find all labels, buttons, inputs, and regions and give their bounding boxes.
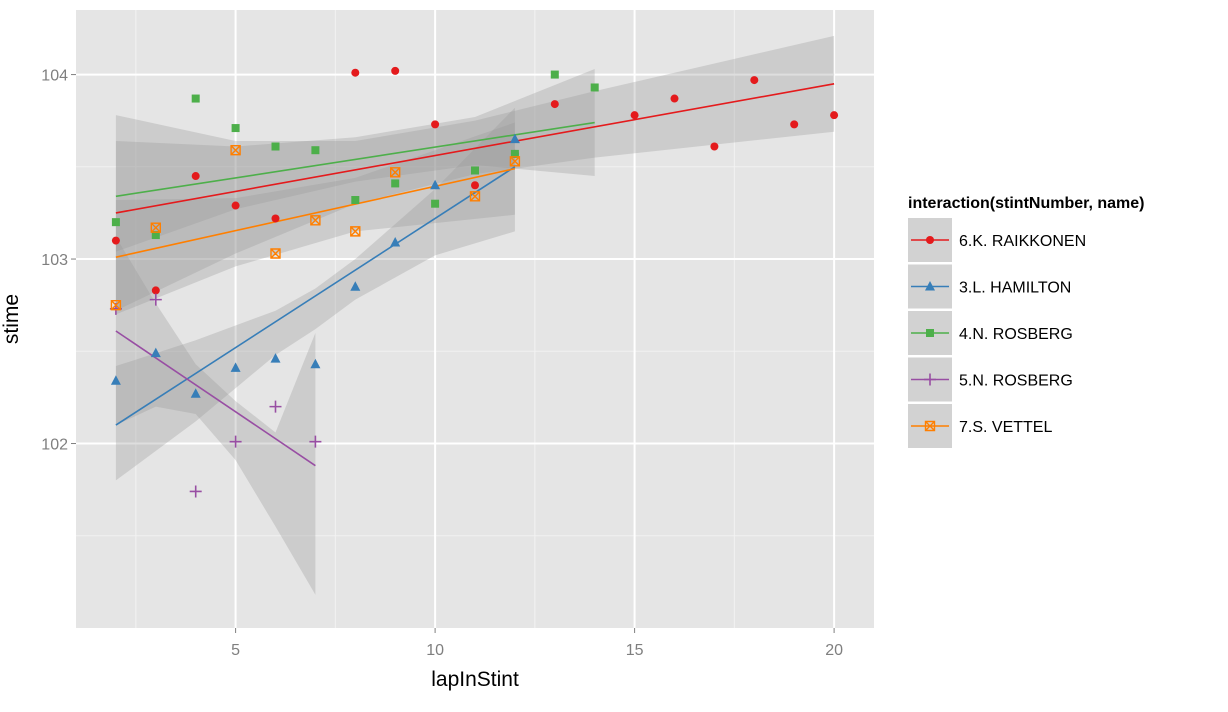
data-point bbox=[150, 347, 161, 358]
y-tick-label: 102 bbox=[41, 437, 68, 454]
data-point bbox=[630, 111, 639, 120]
data-point bbox=[590, 83, 599, 92]
legend-item: 3.L. HAMILTON bbox=[908, 264, 1071, 309]
x-tick-label: 20 bbox=[825, 642, 843, 659]
y-tick-label: 103 bbox=[41, 252, 68, 269]
data-point bbox=[431, 120, 440, 129]
plot-panel bbox=[76, 10, 874, 628]
data-point bbox=[151, 286, 160, 295]
data-point bbox=[351, 196, 360, 205]
legend-items: 6.K. RAIKKONEN 3.L. HAMILTON 4.N. ROSBERG 5… bbox=[908, 218, 1086, 448]
data-point bbox=[190, 388, 201, 398]
legend-title: interaction(stintNumber, name) bbox=[908, 195, 1144, 212]
data-point bbox=[351, 68, 360, 77]
data-point bbox=[310, 358, 321, 369]
data-point bbox=[270, 353, 281, 363]
data-point bbox=[229, 435, 242, 448]
data-point bbox=[469, 191, 481, 202]
legend-key-marker bbox=[924, 373, 936, 386]
data-point bbox=[390, 236, 401, 247]
data-point bbox=[151, 231, 160, 240]
data-point bbox=[391, 66, 400, 75]
x-axis-ticks: 5 10 15 20 bbox=[231, 628, 843, 659]
data-point bbox=[510, 149, 519, 158]
data-point bbox=[191, 94, 200, 103]
fit-lines bbox=[115, 83, 835, 467]
fit-line bbox=[115, 166, 516, 426]
data-point bbox=[509, 133, 520, 144]
fit-line bbox=[115, 83, 835, 214]
legend-label: 3.L. HAMILTON bbox=[959, 280, 1071, 297]
data-point bbox=[111, 236, 120, 245]
data-point bbox=[310, 215, 321, 226]
confidence-band bbox=[115, 122, 515, 315]
data-point bbox=[790, 120, 799, 129]
data-point bbox=[269, 400, 282, 413]
minor-gridlines bbox=[76, 10, 874, 628]
data-point bbox=[271, 214, 280, 223]
y-axis-ticks: 102 103 104 bbox=[41, 68, 76, 454]
legend-key-marker bbox=[924, 420, 936, 432]
legend: interaction(stintNumber, name) 6.K. RAIK… bbox=[908, 195, 1144, 448]
legend-label: 7.S. VETTEL bbox=[959, 419, 1052, 436]
data-point bbox=[471, 166, 479, 175]
data-point bbox=[270, 248, 281, 259]
data-point bbox=[111, 218, 120, 227]
data-point bbox=[710, 142, 719, 151]
data-point bbox=[471, 181, 479, 190]
x-axis-title: lapInStint bbox=[431, 668, 519, 691]
data-point bbox=[309, 435, 322, 448]
x-tick-label: 5 bbox=[231, 642, 240, 659]
x-tick-label: 15 bbox=[626, 642, 644, 659]
data-point bbox=[550, 70, 559, 79]
data-point bbox=[231, 124, 240, 133]
data-point bbox=[431, 199, 440, 208]
legend-label: 4.N. ROSBERG bbox=[959, 326, 1073, 343]
data-point bbox=[191, 172, 200, 181]
legend-label: 6.K. RAIKKONEN bbox=[959, 233, 1086, 250]
legend-key-marker bbox=[926, 329, 934, 337]
data-point bbox=[150, 222, 161, 233]
data-point bbox=[231, 201, 240, 210]
data-point bbox=[550, 100, 559, 109]
legend-item: 6.K. RAIKKONEN bbox=[908, 218, 1086, 262]
data-point bbox=[149, 293, 162, 306]
confidence-band bbox=[115, 236, 316, 595]
data-point bbox=[391, 179, 400, 188]
data-point bbox=[750, 76, 759, 85]
legend-key-marker bbox=[926, 236, 934, 244]
data-point bbox=[509, 156, 521, 167]
data-point bbox=[189, 485, 202, 498]
data-point bbox=[230, 145, 241, 156]
data-point bbox=[830, 111, 839, 120]
legend-item: 4.N. ROSBERG bbox=[908, 311, 1073, 355]
data-points bbox=[109, 66, 839, 498]
fit-line bbox=[115, 167, 516, 258]
data-point bbox=[350, 281, 361, 291]
legend-item: 5.N. ROSBERG bbox=[908, 357, 1073, 402]
data-point bbox=[311, 146, 320, 155]
data-point bbox=[350, 226, 361, 237]
data-point bbox=[230, 362, 241, 372]
data-point bbox=[271, 142, 280, 151]
data-point bbox=[670, 94, 679, 103]
legend-item: 7.S. VETTEL bbox=[908, 404, 1052, 448]
legend-label: 5.N. ROSBERG bbox=[959, 373, 1073, 390]
fit-line bbox=[115, 330, 316, 467]
legend-key-marker bbox=[925, 281, 935, 291]
data-point bbox=[430, 179, 441, 190]
y-axis-title: stime bbox=[0, 294, 23, 344]
x-tick-label: 10 bbox=[426, 642, 444, 659]
data-point bbox=[110, 299, 122, 311]
data-point bbox=[110, 375, 121, 385]
y-tick-label: 104 bbox=[41, 68, 68, 85]
data-point bbox=[390, 167, 401, 178]
confidence-band bbox=[115, 107, 515, 481]
